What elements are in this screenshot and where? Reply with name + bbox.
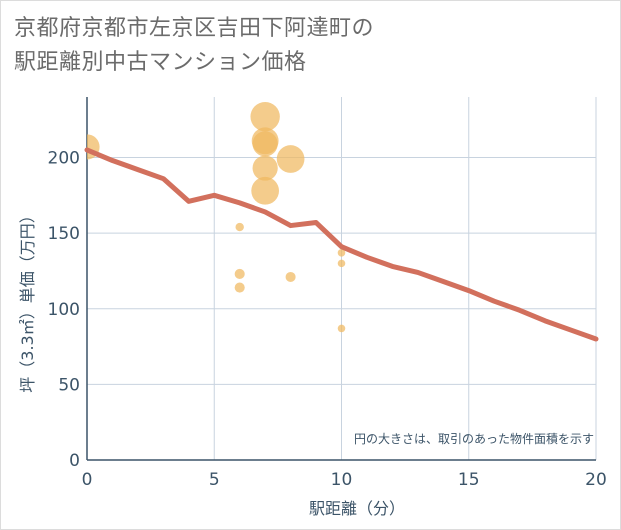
bubble-point-12 (337, 259, 346, 268)
y-tick-label-100: 100 (48, 300, 80, 320)
bubbles (87, 101, 346, 333)
bubble-point-1 (235, 222, 244, 232)
x-tick-label-5: 5 (209, 470, 220, 490)
bubble-point-8 (251, 176, 280, 205)
x-axis-title: 駅距離（分） (309, 499, 405, 518)
bubble-point-11 (337, 249, 346, 257)
bubble-point-4 (250, 101, 280, 132)
y-axis-title: 坪（3.3㎡）単価（万円） (18, 207, 37, 392)
trend-line-group (84, 147, 599, 342)
bubble-point-2 (234, 268, 245, 280)
bubble-point-3 (234, 282, 245, 293)
y-tick-label-0: 0 (69, 451, 80, 471)
chart-title-line-2: 駅距離別中古マンション価格 (14, 50, 307, 75)
bubble-point-9 (276, 145, 305, 173)
x-tick-label-10: 10 (331, 470, 353, 490)
bubble-point-13 (337, 324, 346, 333)
trend-line (84, 147, 599, 342)
y-tick-label-50: 50 (58, 375, 80, 395)
x-tick-label-15: 15 (458, 470, 480, 490)
chart-title-line-1: 京都府京都市左京区吉田下阿達町の (14, 16, 375, 41)
bubble-point-6 (252, 131, 278, 157)
x-tick-label-20: 20 (585, 470, 607, 490)
chart-title: 京都府京都市左京区吉田下阿達町の 駅距離別中古マンション価格 (14, 12, 374, 80)
y-tick-label-200: 200 (48, 149, 80, 169)
x-tick-label-0: 0 (82, 470, 93, 490)
grid-lines (87, 97, 597, 460)
y-tick-label-150: 150 (48, 224, 80, 244)
bubble-size-note: 円の大きさは、取引のあった物件面積を示す (354, 431, 594, 446)
bubble-point-10 (285, 271, 296, 283)
bubble-point-7 (252, 155, 278, 181)
